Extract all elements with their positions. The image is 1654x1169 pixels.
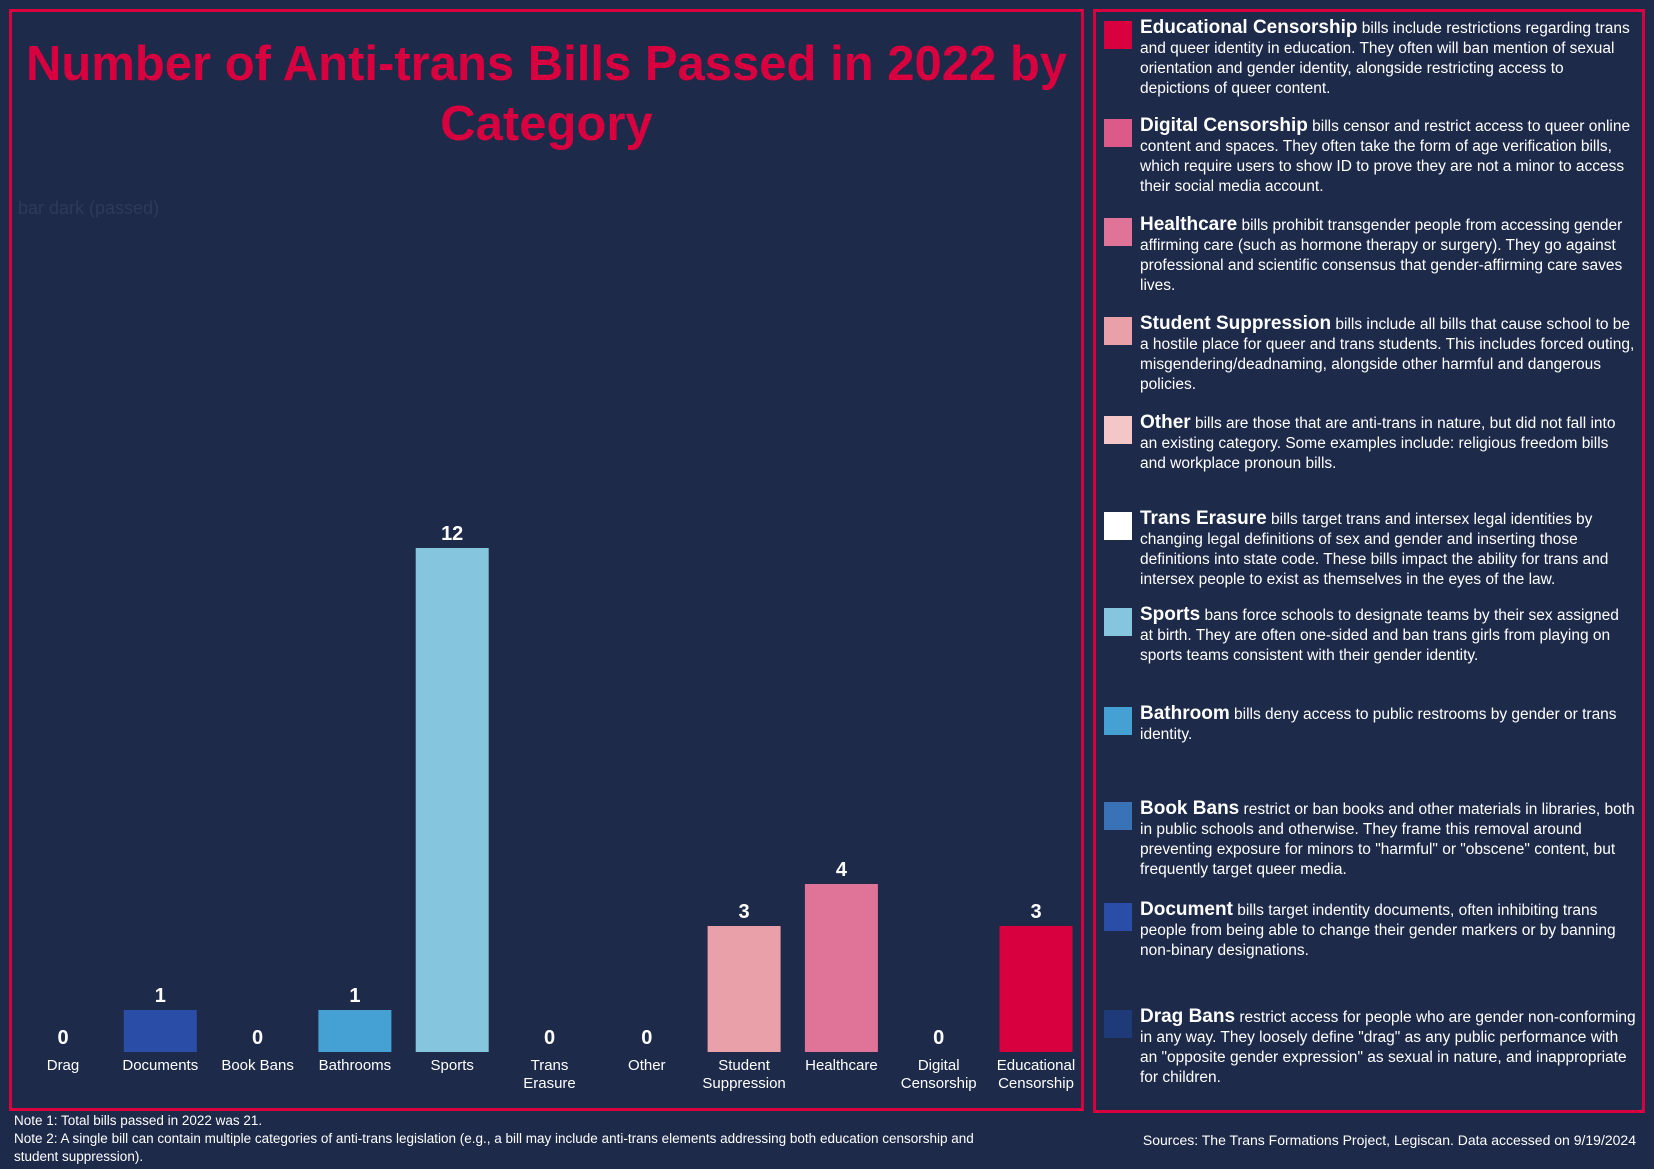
- legend-item: Sports bans force schools to designate t…: [1104, 605, 1636, 666]
- note-2: Note 2: A single bill can contain multip…: [14, 1131, 974, 1164]
- legend-swatch: [1104, 903, 1132, 931]
- legend-name: Trans Erasure: [1140, 508, 1267, 529]
- data-label: 0: [252, 1027, 263, 1049]
- data-label: 4: [836, 859, 848, 881]
- legend-description: Healthcare bills prohibit transgender pe…: [1140, 214, 1623, 295]
- legend-description: Sports bans force schools to designate t…: [1140, 604, 1619, 665]
- x-tick-label: Educational Censorship: [997, 1057, 1075, 1092]
- x-tick-label: Drag: [47, 1057, 80, 1074]
- legend-description: Other bills are those that are anti-tran…: [1140, 412, 1616, 473]
- chart-title: Number of Anti-trans Bills Passed in 202…: [25, 37, 1068, 151]
- bar-bathrooms: [318, 1010, 392, 1052]
- legend-description: Drag Bans restrict access for people who…: [1140, 1006, 1636, 1087]
- data-label: 12: [441, 523, 463, 545]
- data-label: 0: [641, 1027, 652, 1049]
- x-tick-label: Trans Erasure: [523, 1057, 576, 1092]
- legend-name: Sports: [1140, 604, 1201, 625]
- legend-description: Digital Censorship bills censor and rest…: [1140, 115, 1631, 196]
- legend-swatch: [1104, 119, 1132, 147]
- legend-description: Book Bans restrict or ban books and othe…: [1140, 798, 1635, 879]
- bar-educational-censorship: [999, 926, 1073, 1052]
- legend-description: Student Suppression bills include all bi…: [1140, 313, 1635, 394]
- bar-sports: [415, 548, 489, 1052]
- bar-student-suppression: [707, 926, 781, 1052]
- legend-item: Other bills are those that are anti-tran…: [1104, 413, 1636, 474]
- x-tick-label: Digital Censorship: [901, 1057, 977, 1092]
- legend-swatch: [1104, 21, 1132, 49]
- legend-description: Trans Erasure bills target trans and int…: [1140, 508, 1609, 589]
- legend-swatch: [1104, 802, 1132, 830]
- legend-name: Bathroom: [1140, 703, 1230, 724]
- legend-name: Educational Censorship: [1140, 17, 1358, 38]
- legend-swatch: [1104, 218, 1132, 246]
- legend-name: Digital Censorship: [1140, 115, 1308, 136]
- legend-description: Document bills target indentity document…: [1140, 899, 1616, 960]
- bar-healthcare: [804, 884, 878, 1052]
- legend-item: Bathroom bills deny access to public res…: [1104, 704, 1636, 745]
- legend-item: Document bills target indentity document…: [1104, 900, 1636, 961]
- legend-swatch: [1104, 707, 1132, 735]
- legend-item: Trans Erasure bills target trans and int…: [1104, 509, 1636, 590]
- legend-description: Educational Censorship bills include res…: [1140, 17, 1630, 98]
- data-label: 0: [57, 1027, 68, 1049]
- x-tick-label: Student Suppression: [702, 1057, 785, 1092]
- x-tick-label: Book Bans: [221, 1057, 294, 1074]
- bar-documents: [123, 1010, 197, 1052]
- data-label: 3: [1030, 901, 1041, 923]
- sources: Sources: The Trans Formations Project, L…: [1142, 1132, 1636, 1148]
- x-tick-label: Sports: [431, 1057, 474, 1074]
- data-label: 1: [349, 985, 360, 1007]
- x-tick-label: Bathrooms: [319, 1057, 392, 1074]
- legend-item: Drag Bans restrict access for people who…: [1104, 1007, 1636, 1088]
- legend-description: Bathroom bills deny access to public res…: [1140, 703, 1617, 744]
- data-label: 3: [739, 901, 750, 923]
- data-label: 0: [544, 1027, 555, 1049]
- legend-name: Student Suppression: [1140, 313, 1332, 334]
- legend-name: Drag Bans: [1140, 1006, 1236, 1027]
- x-tick-label: Other: [628, 1057, 666, 1074]
- data-label: 1: [155, 985, 166, 1007]
- data-label: 0: [933, 1027, 944, 1049]
- legend-item: Digital Censorship bills censor and rest…: [1104, 116, 1636, 197]
- series-label: bar dark (passed): [18, 198, 160, 218]
- legend-swatch: [1104, 512, 1132, 540]
- legend-swatch: [1104, 608, 1132, 636]
- bar-chart: 0 Drag 1 Documents 0 Book Bans 1 Bathrooms 12 Spo…: [47, 523, 1075, 1092]
- legend-name: Other: [1140, 412, 1191, 433]
- legend-item: Student Suppression bills include all bi…: [1104, 314, 1636, 395]
- notes: Note 1: Total bills passed in 2022 was 2…: [14, 1112, 1014, 1166]
- x-tick-label: Healthcare: [805, 1057, 878, 1074]
- legend-swatch: [1104, 317, 1132, 345]
- legend-swatch: [1104, 1010, 1132, 1038]
- legend-item: Book Bans restrict or ban books and othe…: [1104, 799, 1636, 880]
- chart-panel: Number of Anti-trans Bills Passed in 202…: [9, 9, 1084, 1111]
- legend-name: Document: [1140, 899, 1233, 920]
- legend-item: Healthcare bills prohibit transgender pe…: [1104, 215, 1636, 296]
- legend-name: Healthcare: [1140, 214, 1238, 235]
- legend-name: Book Bans: [1140, 798, 1240, 819]
- legend-panel: Educational Censorship bills include res…: [1093, 9, 1645, 1113]
- legend-item: Educational Censorship bills include res…: [1104, 18, 1636, 99]
- x-tick-label: Documents: [122, 1057, 198, 1074]
- legend-swatch: [1104, 416, 1132, 444]
- note-1: Note 1: Total bills passed in 2022 was 2…: [14, 1113, 263, 1128]
